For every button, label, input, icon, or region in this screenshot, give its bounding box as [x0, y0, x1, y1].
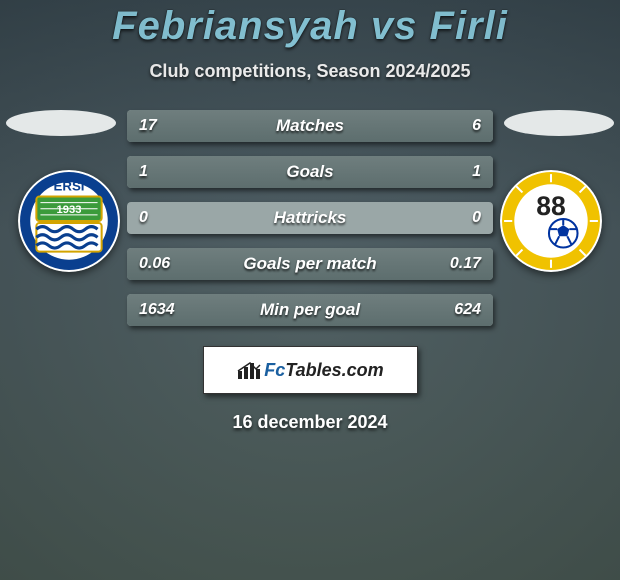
stat-row: 1Goals1	[127, 156, 493, 188]
stat-row: 17Matches6	[127, 110, 493, 142]
player-right-oval	[504, 110, 614, 136]
bars-icon	[236, 359, 262, 381]
stat-val-right: 6	[472, 110, 481, 142]
crest-left-top-text: ERSI	[54, 178, 85, 193]
player-right-crest: 88	[500, 170, 602, 272]
brand-box[interactable]: FcTables.com	[203, 346, 418, 394]
stat-row: 1634Min per goal624	[127, 294, 493, 326]
brand-text: FcTables.com	[264, 360, 383, 381]
player-left-oval	[6, 110, 116, 136]
date-text: 16 december 2024	[0, 412, 620, 433]
stat-label: Goals	[127, 156, 493, 188]
stat-val-right: 624	[454, 294, 481, 326]
stat-row: 0Hattricks0	[127, 202, 493, 234]
subtitle: Club competitions, Season 2024/2025	[0, 61, 620, 82]
player-left-crest: ERSI 1933	[18, 170, 120, 272]
stat-label: Hattricks	[127, 202, 493, 234]
page-title: Febriansyah vs Firli	[0, 0, 620, 49]
stat-label: Matches	[127, 110, 493, 142]
stat-val-right: 0	[472, 202, 481, 234]
crest-right-number: 88	[536, 191, 566, 221]
stat-label: Goals per match	[127, 248, 493, 280]
brand-prefix: Fc	[264, 360, 285, 380]
stats-bars: 17Matches6 1Goals1 0Hattricks0 0.06Goals pe…	[127, 110, 493, 326]
stat-val-right: 0.17	[450, 248, 481, 280]
crest-left-year: 1933	[57, 204, 82, 216]
brand-rest: Tables.com	[285, 360, 383, 380]
comparison-panel: ERSI 1933 88	[0, 110, 620, 433]
stat-label: Min per goal	[127, 294, 493, 326]
stat-val-right: 1	[472, 156, 481, 188]
stat-row: 0.06Goals per match0.17	[127, 248, 493, 280]
